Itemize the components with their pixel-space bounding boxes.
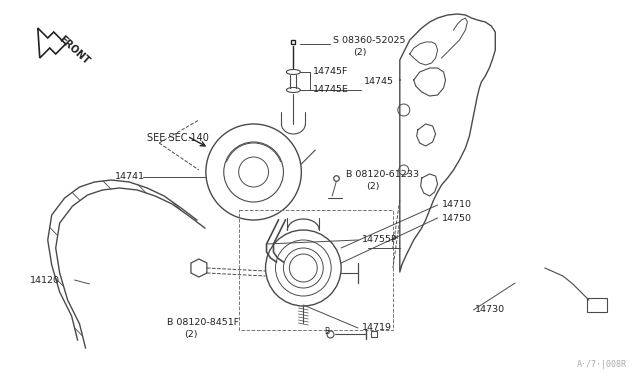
Text: 14745: 14745 — [364, 77, 394, 86]
Text: 14719: 14719 — [362, 323, 392, 332]
Text: B 08120-61233: B 08120-61233 — [346, 170, 419, 179]
Text: 14745E: 14745E — [313, 85, 349, 94]
Text: (2): (2) — [184, 330, 198, 339]
Text: SEE SEC.140: SEE SEC.140 — [147, 133, 209, 143]
Bar — [587, 298, 607, 312]
Text: 14730: 14730 — [476, 305, 506, 314]
Text: 14741: 14741 — [115, 172, 145, 181]
Text: 14750: 14750 — [442, 214, 472, 223]
Text: 14745F: 14745F — [313, 67, 349, 76]
Text: (2): (2) — [353, 48, 367, 57]
Text: (2): (2) — [366, 182, 380, 191]
Text: A·/7·|008R: A·/7·|008R — [577, 360, 627, 369]
Text: B: B — [324, 327, 330, 336]
Text: 14710: 14710 — [442, 200, 472, 209]
Text: 14120: 14120 — [30, 276, 60, 285]
Bar — [239, 210, 393, 330]
Text: S 08360-52025: S 08360-52025 — [333, 36, 406, 45]
Text: FRONT: FRONT — [57, 34, 91, 66]
Text: 14755P: 14755P — [362, 235, 397, 244]
Text: B 08120-8451F: B 08120-8451F — [167, 318, 239, 327]
